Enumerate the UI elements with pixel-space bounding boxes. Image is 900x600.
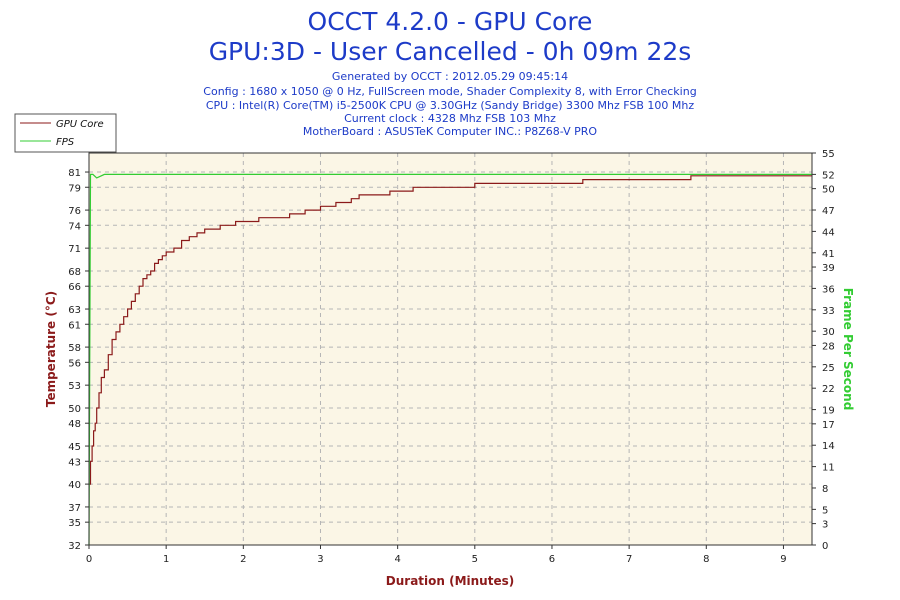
y-right-tick-label: 19 — [822, 406, 835, 417]
legend-label-fps: FPS — [56, 137, 75, 148]
y-left-tick-label: 63 — [68, 305, 81, 316]
y-right-tick-label: 41 — [822, 249, 835, 260]
info-generated: Generated by OCCT : 2012.05.29 09:45:14 — [332, 70, 568, 83]
y-right-tick-label: 47 — [822, 206, 835, 217]
x-tick-label: 4 — [394, 554, 400, 565]
chart-subtitle: GPU:3D - User Cancelled - 0h 09m 22s — [209, 37, 692, 66]
plot-area — [89, 153, 812, 545]
y-left-tick-label: 50 — [68, 404, 81, 415]
y-left-tick-label: 32 — [68, 541, 81, 552]
legend-box — [14, 113, 117, 153]
y-right-tick-label: 44 — [822, 227, 835, 238]
y-axis-left-title: Temperature (°C) — [44, 291, 58, 407]
x-axis-title: Duration (Minutes) — [386, 574, 514, 588]
y-right-tick-label: 33 — [822, 306, 835, 317]
series-line-gpu-core — [89, 175, 812, 485]
info-cpu: CPU : Intel(R) Core(TM) i5-2500K CPU @ 3… — [206, 99, 694, 112]
y-right-tick-label: 36 — [822, 284, 835, 295]
y-left-tick-label: 58 — [68, 343, 81, 354]
x-tick-label: 6 — [549, 554, 555, 565]
y-right-tick-label: 39 — [822, 263, 835, 274]
x-axis-ticks: 0 1 2 3 4 5 6 7 8 9 — [86, 545, 787, 565]
y-right-tick-label: 55 — [822, 149, 835, 160]
y-left-tick-label: 81 — [68, 168, 81, 179]
grid-lines — [88, 153, 812, 546]
y-right-tick-label: 11 — [822, 463, 835, 474]
y-left-tick-label: 53 — [68, 381, 81, 392]
y-axis-left-ticks: 32 35 37 40 43 45 48 50 53 56 58 61 63 66 68 71 74 76 79 81 — [68, 168, 89, 552]
y-left-tick-label: 35 — [68, 518, 81, 529]
info-motherboard: MotherBoard : ASUSTeK Computer INC.: P8Z… — [303, 125, 598, 138]
x-tick-label: 3 — [317, 554, 323, 565]
y-axis-right-ticks: 0 3 5 8 11 14 17 19 22 25 28 30 33 36 39 41 44 47 50 52 55 — [812, 149, 835, 552]
y-left-tick-label: 37 — [68, 503, 81, 514]
x-tick-label: 1 — [163, 554, 169, 565]
x-tick-label: 0 — [86, 554, 92, 565]
y-left-tick-label: 43 — [68, 457, 81, 468]
y-left-tick-label: 66 — [68, 282, 81, 293]
y-right-tick-label: 50 — [822, 185, 835, 196]
info-clock: Current clock : 4328 Mhz FSB 103 Mhz — [344, 112, 556, 125]
y-right-tick-label: 30 — [822, 327, 835, 338]
y-right-tick-label: 28 — [822, 341, 835, 352]
y-right-tick-label: 3 — [822, 520, 828, 531]
x-tick-label: 8 — [703, 554, 709, 565]
x-tick-label: 9 — [780, 554, 786, 565]
x-tick-label: 2 — [240, 554, 246, 565]
y-left-tick-label: 71 — [68, 244, 81, 255]
legend: GPU Core FPS — [14, 113, 117, 153]
info-config: Config : 1680 x 1050 @ 0 Hz, FullScreen … — [203, 85, 696, 98]
y-left-tick-label: 56 — [68, 358, 81, 369]
legend-label-gpu-core: GPU Core — [56, 119, 104, 130]
y-right-tick-label: 0 — [822, 541, 828, 552]
y-left-tick-label: 68 — [68, 267, 81, 278]
y-right-tick-label: 22 — [822, 384, 835, 395]
y-right-tick-label: 52 — [822, 170, 835, 181]
chart-title: OCCT 4.2.0 - GPU Core — [308, 7, 593, 36]
y-left-tick-label: 76 — [68, 206, 81, 217]
x-tick-label: 7 — [626, 554, 632, 565]
series-layer — [88, 173, 812, 546]
y-left-tick-label: 40 — [68, 480, 81, 491]
y-right-tick-label: 25 — [822, 363, 835, 374]
y-left-tick-label: 45 — [68, 442, 81, 453]
y-right-tick-label: 17 — [822, 420, 835, 431]
plot-frame — [88, 152, 813, 546]
y-left-tick-label: 48 — [68, 419, 81, 430]
x-tick-label: 5 — [472, 554, 478, 565]
y-left-tick-label: 79 — [68, 183, 81, 194]
y-axis-right-title: Frame Per Second — [841, 288, 855, 411]
y-left-tick-label: 61 — [68, 320, 81, 331]
series-line-fps — [88, 173, 812, 546]
y-left-tick-label: 74 — [68, 221, 81, 232]
y-right-tick-label: 5 — [822, 505, 828, 516]
y-right-tick-label: 14 — [822, 441, 835, 452]
y-right-tick-label: 8 — [822, 484, 828, 495]
